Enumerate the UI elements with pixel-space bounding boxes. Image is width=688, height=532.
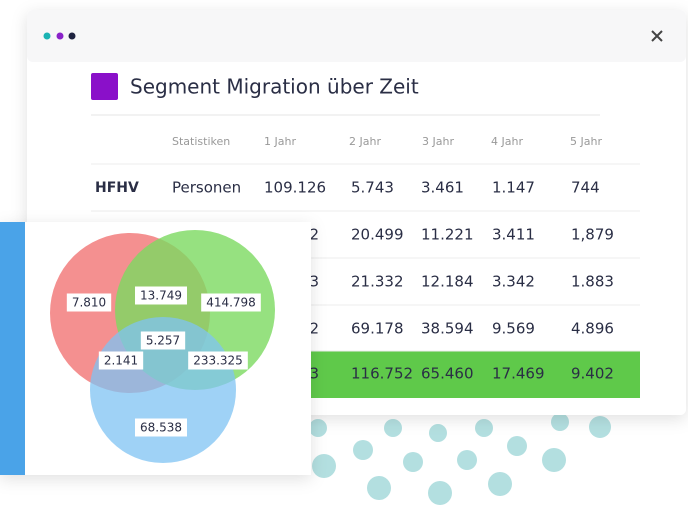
cell: 5.743 [351, 179, 394, 197]
cell: 4.896 [571, 320, 614, 338]
dot [56, 32, 64, 40]
cell: 3.342 [492, 273, 535, 291]
cell: 3.461 [421, 179, 464, 197]
column-header: 5 Jahr [570, 135, 602, 148]
cell: 9.569 [492, 320, 535, 338]
venn-panel: 7.810 13.749 414.798 5.257 2.141 233.325 68.53… [0, 222, 311, 475]
cell: 9.402 [571, 365, 614, 383]
row-label: HFHV [95, 180, 139, 196]
cell: 11.221 [421, 226, 474, 244]
cell: 38.594 [421, 320, 474, 338]
region-label-box [135, 418, 187, 437]
region-label: 2.141 [104, 354, 138, 368]
region-label-box [135, 286, 187, 305]
highlight-row [300, 351, 640, 398]
region-label-box [66, 293, 112, 312]
window-title: Segment Migration über Zeit [130, 75, 419, 99]
region-label: 68.538 [140, 421, 182, 435]
cell: 21.332 [351, 273, 404, 291]
cell: 1.883 [571, 273, 614, 291]
panel-accent [0, 222, 25, 475]
cell: 744 [571, 179, 600, 197]
cell: 12.184 [421, 273, 474, 291]
cell: 109.126 [264, 179, 326, 197]
cell: 116.752 [351, 365, 413, 383]
cell: 20.499 [351, 226, 404, 244]
title-bar [27, 10, 686, 62]
column-header: 2 Jahr [349, 135, 381, 148]
region-label: 13.749 [140, 289, 182, 303]
cell: 17.469 [492, 365, 545, 383]
region-label: 233.325 [193, 354, 243, 368]
cell: 3.411 [492, 226, 535, 244]
dot [43, 32, 51, 40]
region-label: 414.798 [206, 296, 256, 310]
cell: 1,879 [571, 226, 614, 244]
region-label: 5.257 [146, 334, 180, 348]
cell: 2 [309, 226, 319, 244]
column-header: Statistiken [172, 135, 230, 148]
cell: 65.460 [421, 365, 474, 383]
dot [68, 32, 76, 40]
column-header: 4 Jahr [491, 135, 523, 148]
venn-labels: 7.810 13.749 414.798 5.257 2.141 233.325 68.53… [66, 286, 261, 437]
region-label: 7.810 [72, 296, 106, 310]
cell: 3 [309, 273, 319, 291]
row-stat: Personen [172, 179, 241, 197]
cell: 69.178 [351, 320, 404, 338]
column-header: 3 Jahr [422, 135, 454, 148]
column-header: 1 Jahr [264, 135, 296, 148]
region-label-box [201, 293, 261, 312]
cell: 1.147 [492, 179, 535, 197]
region-label-box [140, 331, 186, 350]
decor-dots [309, 413, 611, 505]
close-button[interactable] [651, 30, 663, 42]
title-icon [91, 73, 118, 100]
region-label-box [188, 351, 248, 370]
region-label-box [98, 351, 144, 370]
